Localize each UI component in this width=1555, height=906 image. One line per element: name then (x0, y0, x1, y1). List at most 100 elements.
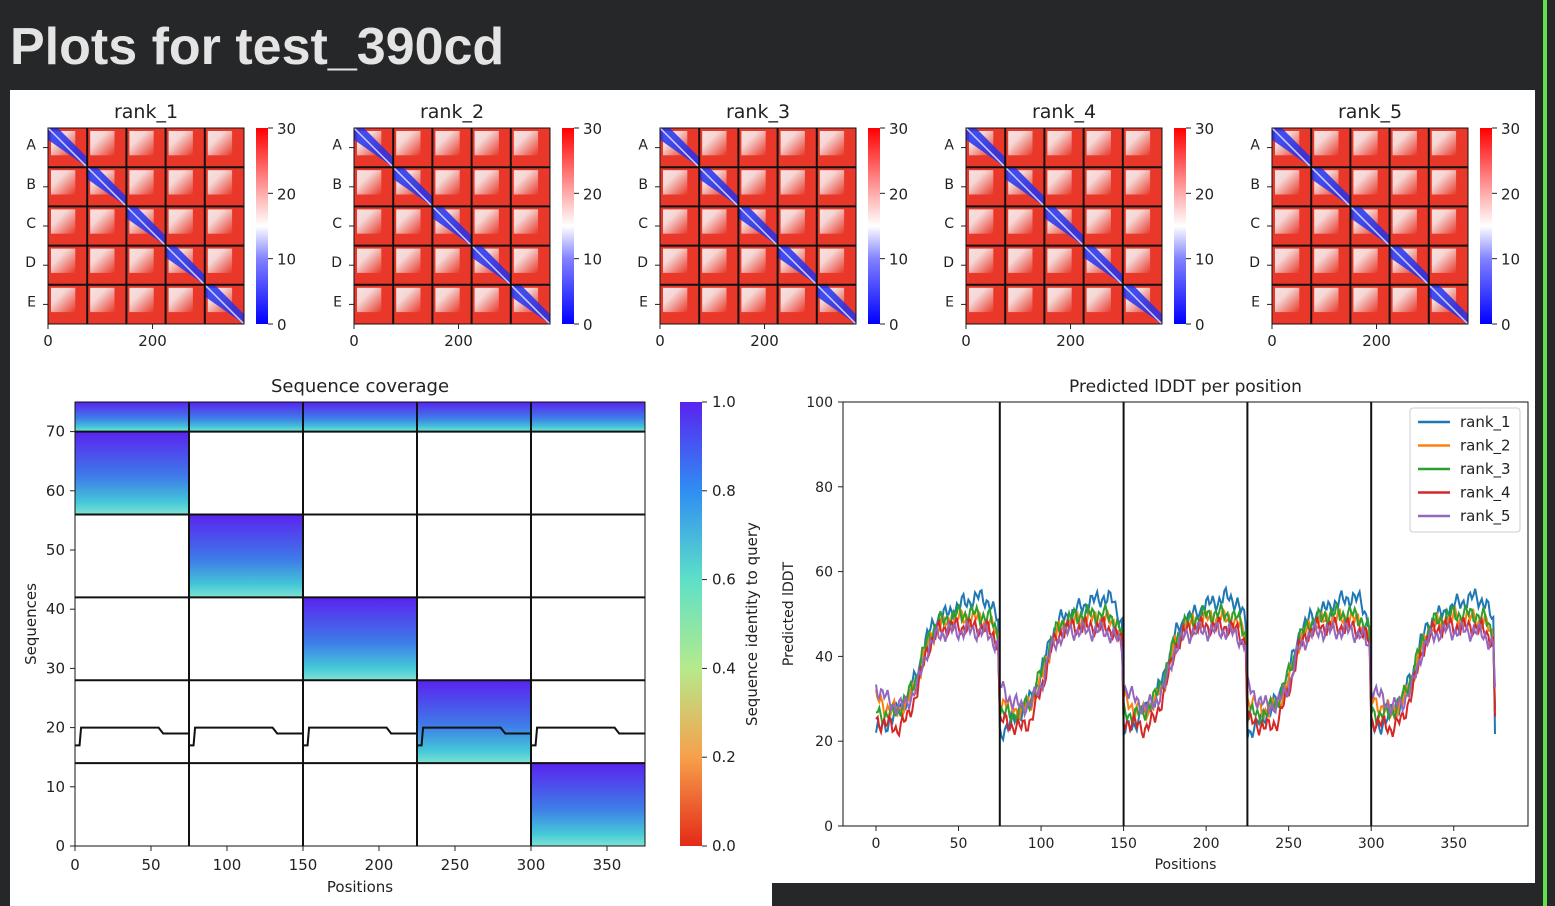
heatmap-cell (168, 131, 193, 156)
colorbar-tick-label: 30 (1195, 120, 1214, 138)
x-tick-label: 200 (444, 332, 473, 350)
colorbar (1480, 128, 1492, 324)
y-tick-label: 20 (815, 734, 833, 750)
heatmap-cell (1314, 131, 1339, 156)
diagonal-line (1428, 284, 1469, 325)
y-tick-label: D (25, 255, 36, 271)
page-title: Plots for test_390cd (10, 18, 505, 76)
y-tick-label: A (332, 138, 342, 154)
diagonal-line (1004, 166, 1045, 207)
heatmap-cell (1008, 248, 1033, 273)
heatmap-cell (357, 209, 382, 234)
heatmap-cell (129, 131, 154, 156)
heatmap-cell (1431, 131, 1457, 156)
pae-heatmap-4: rank_4 A B C D E 0 200 0 10 20 30 (943, 101, 1214, 350)
coverage-block (417, 680, 531, 764)
legend-label: rank_2 (1460, 437, 1511, 456)
colorbar-tick-label: 0 (277, 316, 287, 334)
diagonal-line (1389, 245, 1430, 286)
diagonal-line (510, 284, 551, 325)
heatmap-cell (474, 170, 499, 195)
y-tick-label: B (944, 177, 954, 193)
y-tick-label: 10 (46, 778, 65, 796)
heatmap-cell (741, 170, 766, 195)
y-tick-label: B (1250, 177, 1260, 193)
heatmap-cell (435, 170, 460, 195)
heatmap-cell (969, 287, 994, 313)
coverage-x-label: Positions (327, 878, 393, 896)
x-tick-label: 250 (1275, 836, 1302, 852)
colorbar-tick-label: 0 (1195, 316, 1205, 334)
heatmap-cell (90, 287, 115, 313)
colorbar-tick-label: 0 (583, 316, 593, 334)
y-tick-label: E (27, 294, 36, 310)
plddt-title: Predicted lDDT per position (1069, 377, 1302, 397)
diagonal-line (47, 127, 88, 168)
x-tick-label: 0 (1267, 332, 1277, 350)
y-tick-label: 80 (815, 480, 833, 496)
heatmap-cell (1353, 248, 1378, 273)
coverage-block (303, 597, 417, 681)
heatmap-cell (513, 248, 539, 273)
y-tick-label: 100 (806, 395, 833, 411)
diagonal-line (698, 166, 739, 207)
sequence-coverage-plot: Sequence coverage 0 50 100 150 200 250 300 350 0 1… (22, 376, 761, 896)
heatmap-cell (357, 170, 382, 195)
heatmap-title: rank_5 (1338, 101, 1402, 123)
coverage-colorbar-label: Sequence identity to query (743, 522, 761, 726)
y-tick-label: C (638, 216, 648, 232)
coverage-frame (74, 401, 646, 847)
heatmap-cell (702, 131, 727, 156)
x-tick-label: 300 (1358, 836, 1385, 852)
heatmap-cell (1431, 209, 1457, 234)
x-tick-label: 0 (349, 332, 359, 350)
heatmap-cell (1314, 287, 1339, 313)
plddt-x-label: Positions (1155, 857, 1217, 873)
colorbar-tick-label: 0.8 (712, 482, 736, 500)
diagonal-line (816, 284, 857, 325)
x-tick-label: 0 (961, 332, 971, 350)
colorbar-tick-label: 10 (583, 251, 602, 269)
coverage-title: Sequence coverage (271, 376, 449, 397)
heatmap-cell (396, 248, 421, 273)
colorbar-tick-label: 0.2 (712, 748, 736, 766)
x-tick-label: 0 (70, 856, 80, 874)
x-tick-label: 200 (365, 856, 394, 874)
colorbar-tick-label: 0.0 (712, 837, 736, 855)
heatmap-cell (1047, 170, 1072, 195)
y-tick-label: 70 (46, 423, 65, 441)
heatmap-cell (396, 287, 421, 313)
pae-heatmap-1: rank_1 A B C D E 0 200 0 10 20 30 (25, 101, 296, 350)
coverage-block (75, 431, 189, 515)
colorbar-tick-label: 0.6 (712, 571, 736, 589)
colorbar-tick-label: 20 (1501, 185, 1520, 203)
plddt-legend: rank_1 rank_2 rank_3 rank_4 rank_5 (1409, 407, 1521, 533)
heatmap-cell (129, 248, 154, 273)
diagonal-line (1271, 127, 1312, 168)
diagonal-line (431, 205, 473, 247)
y-tick-label: 60 (46, 482, 65, 500)
diagonal-line (1122, 284, 1163, 325)
heatmap-cell (513, 209, 539, 234)
heatmap-cell (1047, 248, 1072, 273)
y-tick-label: A (638, 138, 648, 154)
heatmap-cell (1086, 209, 1111, 234)
heatmap-cell (51, 170, 76, 195)
heatmap-cell (51, 248, 76, 273)
heatmap-cell (663, 287, 688, 313)
heatmap-cell (1086, 170, 1111, 195)
coverage-block (75, 402, 645, 432)
heatmap-cell (90, 248, 115, 273)
heatmap-cell (819, 170, 845, 195)
heatmap-cell (741, 287, 766, 313)
heatmap-cell (663, 170, 688, 195)
legend-label: rank_4 (1460, 484, 1511, 503)
heatmap-cell (1353, 287, 1378, 313)
legend-label: rank_5 (1460, 507, 1511, 526)
diagonal-line (471, 245, 512, 286)
pae-heatmap-3: rank_3 A B C D E 0 200 0 10 20 30 (637, 101, 908, 350)
colorbar-tick-label: 0 (1501, 316, 1511, 334)
heatmap-cell (435, 248, 460, 273)
y-tick-label: C (944, 216, 954, 232)
x-tick-label: 150 (289, 856, 318, 874)
